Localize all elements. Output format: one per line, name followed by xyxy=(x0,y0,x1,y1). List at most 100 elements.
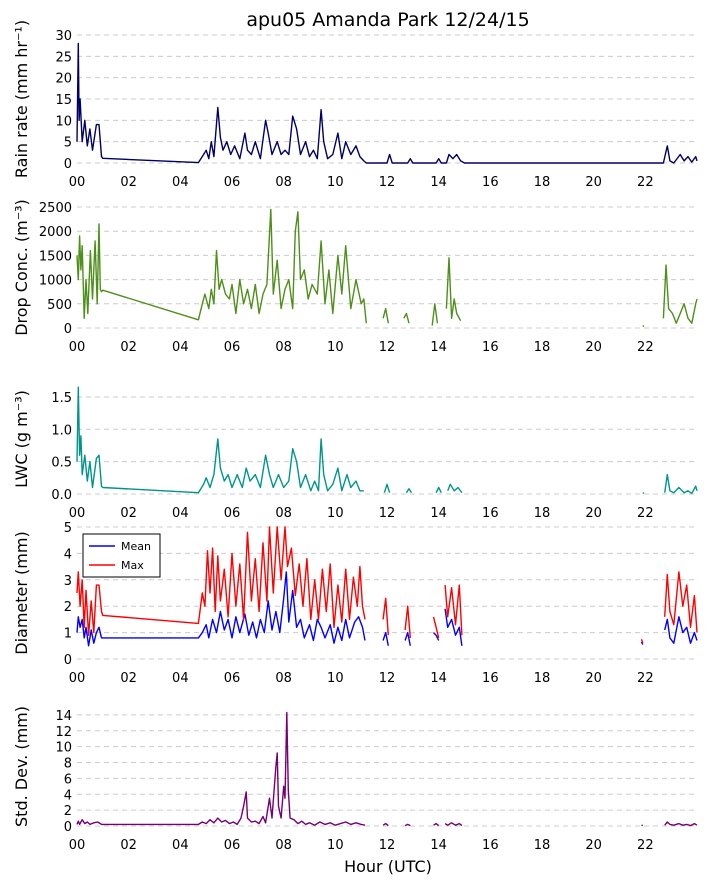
series-line xyxy=(76,42,698,164)
panel-2: 0 500 1000 1500 2000 2500 00 02 04 06 08 10 12 14 16 18… xyxy=(12,199,698,355)
panel-3: 0.0 0.5 1.0 1.5 00 02 04 06 08 10 12 14 16 18 20 22 LWC … xyxy=(12,386,698,521)
x-tick-label: 08 xyxy=(275,506,292,521)
y-tick-label: 2500 xyxy=(39,201,72,216)
x-tick-label: 14 xyxy=(430,175,447,190)
y-tick-label: 1.0 xyxy=(51,423,72,438)
x-tick-label: 12 xyxy=(379,175,396,190)
series-line xyxy=(76,386,698,495)
x-tick-label: 16 xyxy=(482,838,499,853)
x-tick-label: 06 xyxy=(224,175,241,190)
y-tick-label: 4 xyxy=(64,547,72,562)
y-tick-label: 1 xyxy=(64,627,72,642)
x-tick-label: 10 xyxy=(327,175,344,190)
y-tick-label: 2 xyxy=(64,804,72,819)
x-tick-label: 00 xyxy=(69,838,86,853)
x-tick-label: 04 xyxy=(172,506,189,521)
x-tick-label: 06 xyxy=(224,340,241,355)
x-tick-label: 18 xyxy=(534,671,551,686)
x-tick-label: 16 xyxy=(482,340,499,355)
x-tick-label: 14 xyxy=(430,838,447,853)
x-tick-label: 16 xyxy=(482,671,499,686)
x-tick-label: 10 xyxy=(327,838,344,853)
y-axis-label: Drop Conc. (m⁻³) xyxy=(12,199,31,336)
y-tick-label: 8 xyxy=(64,757,72,772)
x-tick-label: 20 xyxy=(585,506,602,521)
y-tick-label: 20 xyxy=(55,72,72,87)
y-tick-label: 0.0 xyxy=(51,488,72,503)
legend-box xyxy=(82,533,161,578)
x-tick-label: 12 xyxy=(379,838,396,853)
series-line-mean xyxy=(76,571,698,647)
x-axis-label: Hour (UTC) xyxy=(344,857,432,876)
x-tick-label: 08 xyxy=(275,340,292,355)
panel-1: 0 5 10 15 20 25 30 00 02 04 06 08 10 12 14 16 18 20 22 Rain… xyxy=(12,20,698,190)
x-tick-label: 08 xyxy=(275,838,292,853)
x-tick-label: 02 xyxy=(120,340,137,355)
x-tick-label: 00 xyxy=(69,175,86,190)
x-tick-label: 04 xyxy=(172,671,189,686)
y-tick-label: 1.5 xyxy=(51,391,72,406)
x-tick-label: 22 xyxy=(637,175,654,190)
x-tick-label: 10 xyxy=(327,671,344,686)
x-tick-label: 12 xyxy=(379,340,396,355)
series-line xyxy=(76,208,698,328)
y-axis-label: Diameter (mm) xyxy=(12,531,31,654)
x-tick-label: 16 xyxy=(482,506,499,521)
y-tick-label: 0 xyxy=(64,820,72,835)
x-tick-label: 18 xyxy=(534,506,551,521)
x-tick-label: 14 xyxy=(430,671,447,686)
x-tick-label: 12 xyxy=(379,671,396,686)
y-tick-label: 10 xyxy=(55,114,72,129)
y-tick-label: 0 xyxy=(64,653,72,668)
x-tick-label: 02 xyxy=(120,506,137,521)
x-tick-label: 18 xyxy=(534,838,551,853)
y-tick-label: 15 xyxy=(55,93,72,108)
x-tick-label: 22 xyxy=(637,671,654,686)
y-axis-label: LWC (g m⁻³) xyxy=(12,390,31,488)
x-tick-label: 10 xyxy=(327,340,344,355)
x-tick-label: 06 xyxy=(224,506,241,521)
legend: Mean Max xyxy=(82,533,161,578)
y-tick-label: 25 xyxy=(55,50,72,65)
x-tick-label: 18 xyxy=(534,340,551,355)
x-tick-label: 16 xyxy=(482,175,499,190)
x-tick-label: 20 xyxy=(585,340,602,355)
x-tick-label: 04 xyxy=(172,340,189,355)
x-tick-label: 14 xyxy=(430,340,447,355)
x-tick-label: 08 xyxy=(275,175,292,190)
x-tick-label: 02 xyxy=(120,175,137,190)
x-tick-label: 00 xyxy=(69,671,86,686)
y-tick-label: 0 xyxy=(64,157,72,172)
x-tick-label: 08 xyxy=(275,671,292,686)
y-tick-label: 10 xyxy=(55,741,72,756)
y-tick-label: 12 xyxy=(55,725,72,740)
y-tick-label: 6 xyxy=(64,772,72,787)
x-tick-label: 04 xyxy=(172,838,189,853)
y-tick-label: 14 xyxy=(55,709,72,724)
x-tick-label: 00 xyxy=(69,506,86,521)
y-axis-label: Std. Dev. (mm) xyxy=(12,706,31,827)
y-tick-label: 2 xyxy=(64,600,72,615)
series-line-max xyxy=(76,526,698,644)
x-tick-label: 22 xyxy=(637,506,654,521)
y-tick-label: 500 xyxy=(47,298,72,313)
x-tick-label: 20 xyxy=(585,838,602,853)
x-tick-label: 22 xyxy=(637,340,654,355)
y-tick-label: 30 xyxy=(55,29,72,44)
legend-label: Max xyxy=(121,559,144,572)
y-tick-label: 5 xyxy=(64,521,72,536)
y-axis-label: Rain rate (mm hr⁻¹) xyxy=(12,20,31,178)
x-tick-label: 06 xyxy=(224,671,241,686)
y-tick-label: 1500 xyxy=(39,249,72,264)
x-tick-label: 20 xyxy=(585,175,602,190)
x-tick-label: 02 xyxy=(120,838,137,853)
x-tick-label: 14 xyxy=(430,506,447,521)
x-tick-label: 06 xyxy=(224,838,241,853)
x-tick-label: 10 xyxy=(327,506,344,521)
x-tick-label: 22 xyxy=(637,838,654,853)
y-tick-label: 2000 xyxy=(39,225,72,240)
